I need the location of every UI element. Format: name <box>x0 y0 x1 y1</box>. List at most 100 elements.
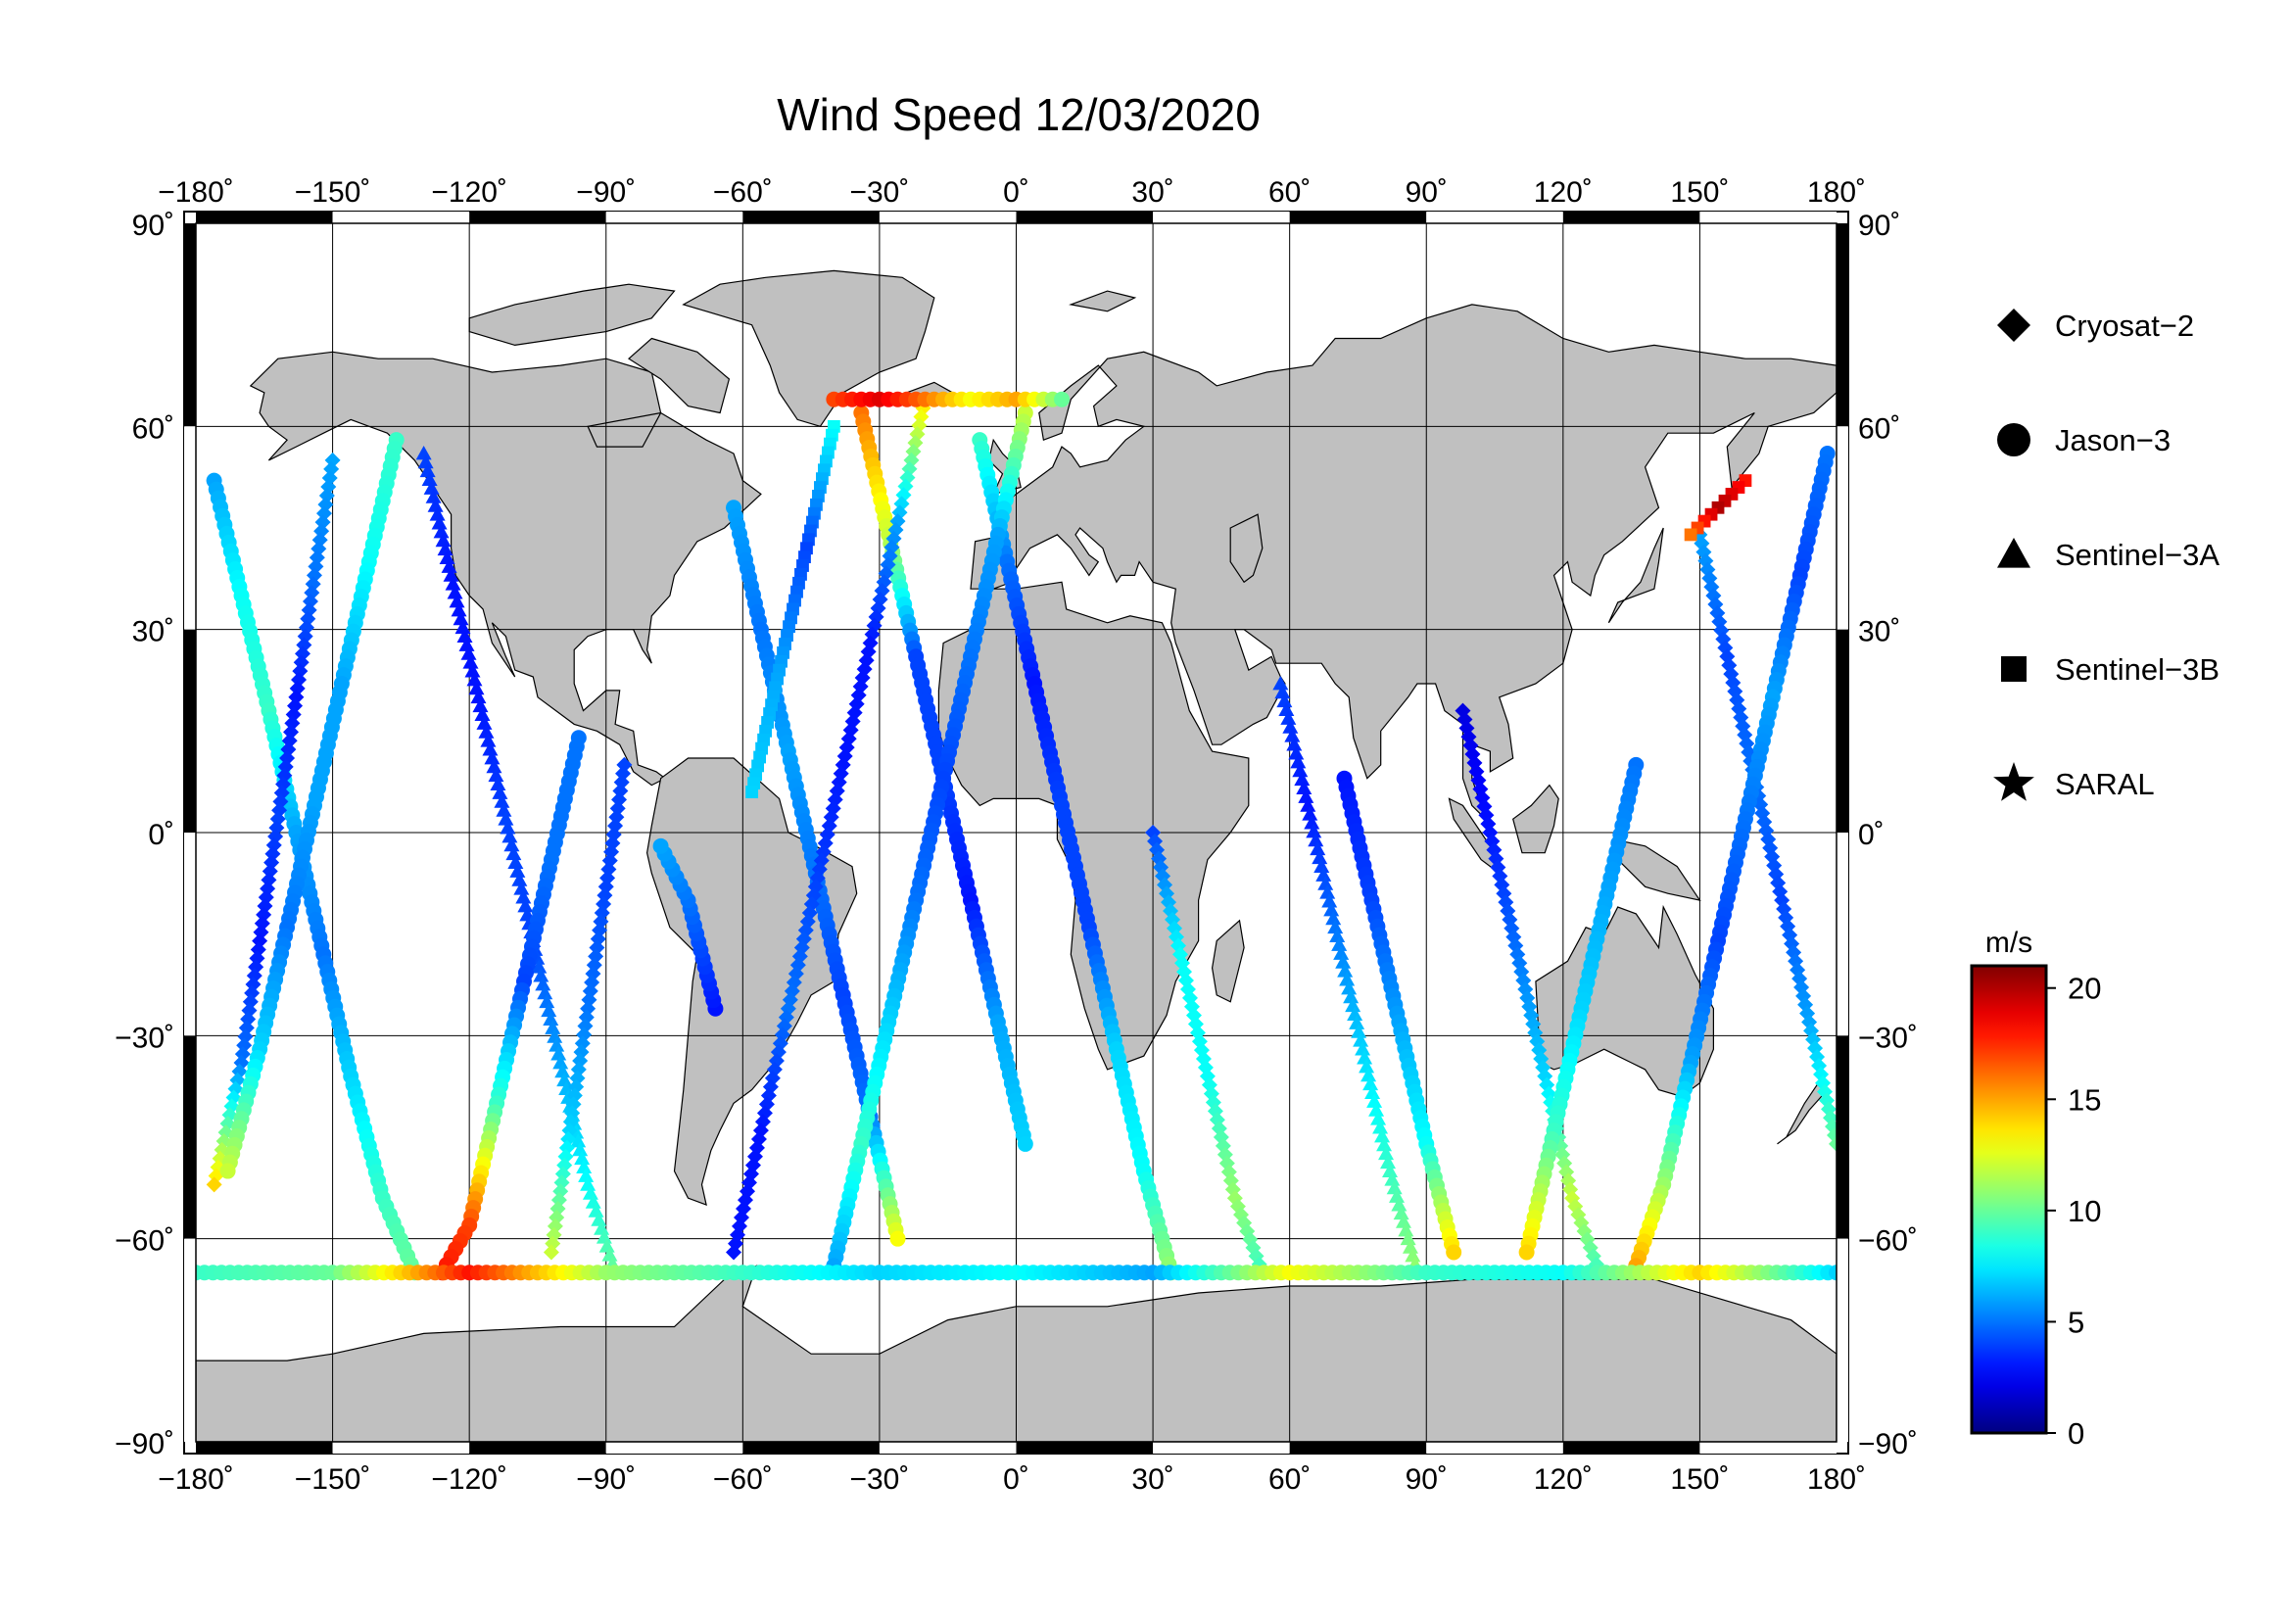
diamond-icon <box>1997 309 2030 342</box>
track-point <box>1317 876 1334 890</box>
track-point <box>1331 936 1348 951</box>
satellite-track <box>652 837 724 1017</box>
satellite-track <box>1145 825 1270 1281</box>
legend-item: SARAL <box>1993 762 2155 801</box>
track-point <box>1310 840 1326 856</box>
track-point <box>1829 1135 1837 1152</box>
track-point <box>478 724 495 739</box>
track-point <box>601 1247 618 1262</box>
land-borneo <box>1512 784 1559 854</box>
track-point <box>1446 1244 1462 1261</box>
track-point <box>1382 1163 1399 1177</box>
track-point <box>1294 771 1311 787</box>
track-point <box>246 968 263 984</box>
track-point <box>585 1194 601 1209</box>
track-point <box>596 1229 612 1244</box>
track-point <box>581 991 597 1008</box>
satellite-track <box>1684 474 1752 542</box>
lon-tick-label-bottom: −30˚ <box>849 1463 909 1496</box>
colorbar-unit-label: m/s <box>1985 927 2032 959</box>
track-point <box>1359 1058 1375 1074</box>
track-point <box>1370 1111 1387 1125</box>
frame-segment-bottom <box>1699 1442 1837 1454</box>
track-point <box>431 515 448 530</box>
track-point <box>1393 1205 1409 1220</box>
legend-label: Sentinel−3A <box>2055 538 2219 572</box>
track-point <box>1378 1145 1395 1161</box>
track-point <box>437 541 453 556</box>
frame-segment-right <box>1837 223 1848 427</box>
track-point <box>550 1046 567 1061</box>
triangle-icon <box>1997 538 2030 568</box>
track-point <box>447 585 463 599</box>
track-point <box>1398 1222 1414 1237</box>
track-point <box>1402 1239 1418 1254</box>
track-point <box>509 863 526 878</box>
track-point <box>545 1020 561 1034</box>
lon-tick-label-top: 0˚ <box>1003 176 1029 209</box>
track-point <box>1292 762 1309 778</box>
track-point <box>472 697 489 713</box>
frame-segment-left <box>184 426 196 630</box>
track-point <box>496 802 512 817</box>
colorbar-tick-label: 0 <box>2068 1416 2084 1451</box>
track-layer <box>196 391 1837 1281</box>
track-point <box>484 749 501 765</box>
track-point <box>1284 728 1301 742</box>
track-point <box>1345 997 1361 1013</box>
track-point <box>1054 391 1071 407</box>
track-point <box>466 672 483 687</box>
track-point <box>1327 919 1344 934</box>
track-point <box>417 454 434 469</box>
track-point <box>1315 867 1332 882</box>
track-point <box>1280 710 1297 725</box>
track-point <box>588 1203 604 1218</box>
frame-segment-right <box>1837 629 1848 833</box>
track-point <box>1298 788 1314 803</box>
track-point <box>492 785 508 799</box>
circle-icon <box>1997 423 2030 456</box>
frame-segment-top <box>1699 212 1837 223</box>
legend-label: Jason−3 <box>2055 423 2171 457</box>
track-point <box>1296 780 1313 794</box>
frame-segment-bottom <box>742 1442 880 1454</box>
track-point <box>531 959 548 974</box>
track-point <box>1829 1265 1837 1281</box>
legend-label: SARAL <box>2055 767 2155 801</box>
track-point <box>445 576 461 591</box>
lat-tick-label-left: −30˚ <box>115 1022 174 1054</box>
track-point <box>1386 1179 1403 1195</box>
satellite-track <box>826 405 1033 1274</box>
lat-tick-label-right: −60˚ <box>1858 1225 1918 1258</box>
map-border <box>195 222 1838 1443</box>
frame-segment-top <box>1016 212 1154 223</box>
track-point <box>1341 979 1358 995</box>
frame-segment-bottom <box>1426 1442 1563 1454</box>
track-point <box>543 1244 559 1261</box>
track-point <box>1313 858 1330 873</box>
track-point <box>1300 797 1316 812</box>
lat-tick-label-left: 60˚ <box>132 412 174 445</box>
track-point <box>1286 737 1303 751</box>
lon-tick-label-top: 120˚ <box>1534 176 1593 209</box>
lat-tick-label-left: −60˚ <box>115 1225 174 1258</box>
track-point <box>474 706 491 721</box>
frame-segment-bottom <box>1289 1442 1427 1454</box>
colorbar-tick-label: 15 <box>2068 1082 2101 1117</box>
track-point <box>1684 528 1697 542</box>
track-point <box>535 977 551 991</box>
track-point <box>486 758 502 774</box>
track-point <box>419 462 436 478</box>
frame-segment-top <box>469 212 606 223</box>
track-point <box>1308 832 1324 847</box>
track-point <box>652 837 669 854</box>
lat-tick-label-right: 30˚ <box>1858 616 1900 648</box>
track-point <box>556 1072 573 1087</box>
track-point <box>1366 1093 1383 1108</box>
track-point <box>503 836 520 852</box>
land-svalbard <box>1069 290 1137 312</box>
track-point <box>1374 1128 1391 1143</box>
track-point <box>1400 1230 1416 1246</box>
map-frame <box>183 211 1849 1455</box>
track-point <box>578 1168 595 1182</box>
